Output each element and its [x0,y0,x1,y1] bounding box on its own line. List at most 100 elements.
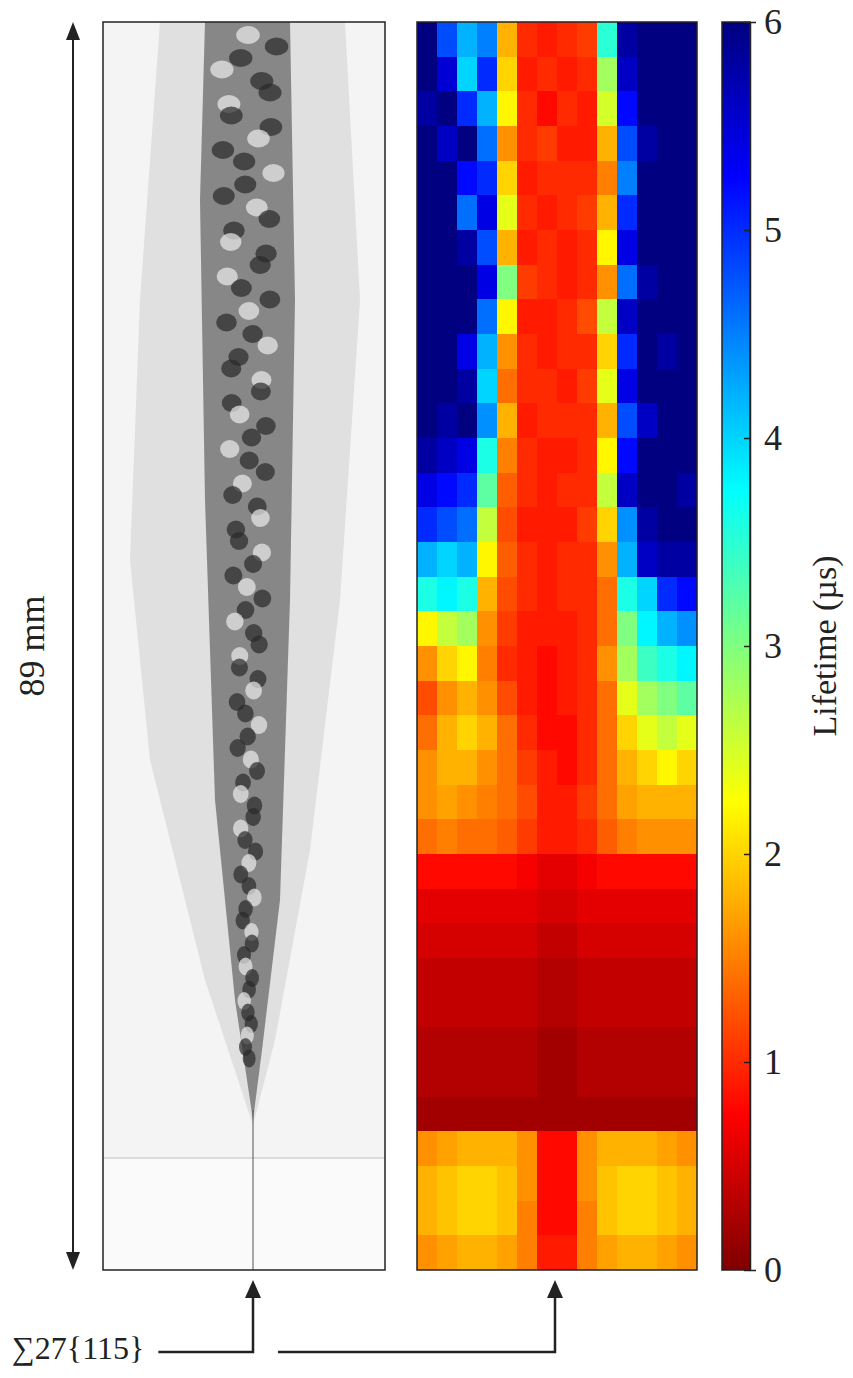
heatmap-cell [537,126,558,161]
heatmap-cell [637,403,658,438]
heatmap-cell [657,299,678,334]
heatmap-cell [477,265,498,300]
heatmap-cell [657,403,678,438]
heatmap-cell [657,369,678,404]
heatmap-cell [537,1027,558,1062]
grain [236,26,260,44]
heatmap-cell [497,1097,518,1132]
heatmap-cell [657,265,678,300]
scale-bar-line [72,34,74,1258]
heatmap-cell [417,438,438,473]
heatmap-cell [617,1235,638,1270]
heatmap-cell [637,195,658,230]
heatmap-cell [417,1027,438,1062]
heatmap-cell [457,438,478,473]
heatmap-cell [637,646,658,681]
heatmap-cell [497,750,518,785]
heatmap-cell [617,681,638,716]
heatmap-cell [497,923,518,958]
heatmap-cell [637,542,658,577]
zone-boundary [103,1157,385,1159]
heatmap-cell [497,473,518,508]
heatmap-cell [457,22,478,57]
tick: 1 [744,1042,782,1082]
heatmap-cell [657,542,678,577]
heatmap-cell [617,1097,638,1132]
photo-lower-zone [103,1158,385,1270]
heatmap-cell [577,750,598,785]
heatmap-cell [437,299,458,334]
heatmap-cell [617,507,638,542]
heatmap-cell [517,785,538,820]
heatmap-cell [637,1166,658,1201]
heatmap-cell [457,923,478,958]
heatmap-cell [437,22,458,57]
heatmap-cell [597,299,618,334]
heatmap-cell [477,750,498,785]
heatmap-cell [597,542,618,577]
tick-mark [744,854,750,856]
heatmap-cell [497,1062,518,1097]
heatmap-cell [597,958,618,993]
heatmap-cell [617,750,638,785]
heatmap-cell [477,819,498,854]
heatmap-cell [617,334,638,369]
heatmap-cell [557,785,578,820]
tick: 4 [744,418,782,458]
heatmap-cell [497,819,518,854]
heatmap-cell [617,91,638,126]
heatmap-cell [657,161,678,196]
heatmap-cell [417,334,438,369]
heatmap-cell [477,923,498,958]
heatmap-cell [437,577,458,612]
heatmap-cell [637,1062,658,1097]
heatmap-cell [657,993,678,1028]
heatmap-cell [617,22,638,57]
heatmap-cell [477,230,498,265]
heatmap-cell [577,403,598,438]
heatmap-cell [517,993,538,1028]
heatmap-cell [457,161,478,196]
colorbar-title: Lifetime (µs) [806,555,844,736]
heatmap-cell [577,299,598,334]
heatmap-cell [477,646,498,681]
heatmap-cell [437,646,458,681]
heatmap-cell [417,161,438,196]
heatmap-cell [657,646,678,681]
heatmap-cell [657,1097,678,1132]
heatmap-cell [537,577,558,612]
tick-label: 4 [764,418,782,458]
heatmap-cell [657,715,678,750]
heatmap-cell [617,126,638,161]
heatmap-cell [477,1097,498,1132]
heatmap-cell [577,785,598,820]
heatmap-cell [457,369,478,404]
heatmap-cell [617,1027,638,1062]
heatmap-cell [637,22,658,57]
heatmap-cell [657,611,678,646]
heatmap-cell [437,195,458,230]
axis-line [751,23,757,1271]
figure: 0123456Lifetime (µs)89 mm∑27{115} [0,0,853,1378]
grain [230,739,246,757]
heatmap-cell [637,265,658,300]
heatmap-cell [617,369,638,404]
heatmap-cell [677,611,697,646]
heatmap-cell [677,819,697,854]
heatmap-cell [577,265,598,300]
heatmap-cell [677,369,697,404]
heatmap-cell [657,1166,678,1201]
heatmap-cell [557,889,578,924]
heatmap-cell [497,22,518,57]
grain [213,187,235,205]
heatmap-cell [417,1201,438,1236]
heatmap-cell [457,750,478,785]
heatmap-cell [577,1201,598,1236]
heatmap-cell [517,507,538,542]
heatmap-cell [457,993,478,1028]
heatmap-cell [677,334,697,369]
heatmap-cell [477,889,498,924]
heatmap-cell [637,161,658,196]
grain [259,84,282,102]
grain [237,705,254,723]
